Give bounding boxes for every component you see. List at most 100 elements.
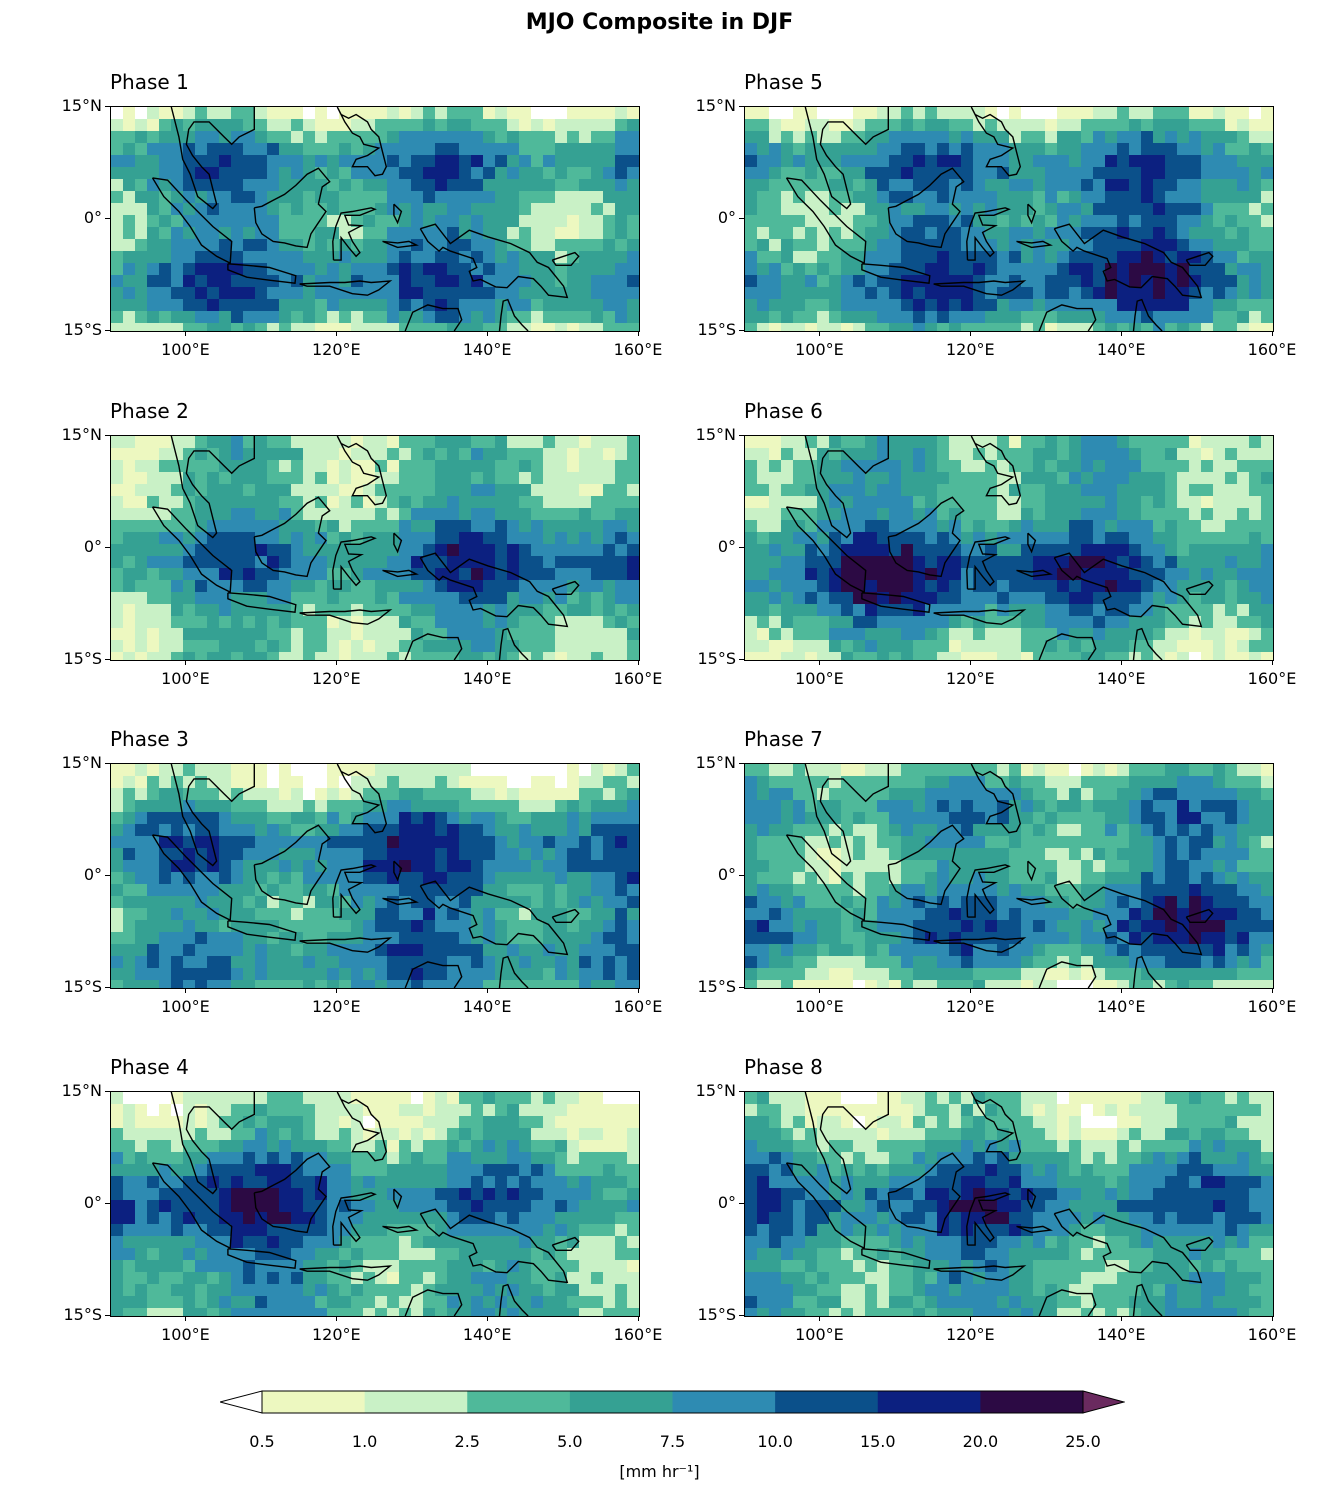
coastline: [170, 764, 256, 867]
coastline: [332, 536, 377, 590]
coastline: [1027, 203, 1037, 225]
map-panel: Phase 6 15°N 0° 15°S 100°E 120°E 140°E 160°E: [696, 399, 1297, 688]
lon-tick-mark: [1272, 660, 1273, 665]
coastline: [299, 1265, 393, 1281]
coastline: [1132, 627, 1163, 660]
map-frame: [744, 106, 1274, 332]
lon-tick-mark: [487, 988, 489, 993]
coastline: [785, 1162, 867, 1250]
lon-tick-label: 120°E: [945, 340, 995, 359]
colorbar-svg: [218, 1390, 1126, 1414]
coastline: [861, 920, 931, 941]
lat-tick-mark: [739, 763, 744, 764]
coastline: [966, 864, 1011, 918]
lon-tick-mark: [185, 331, 187, 336]
lon-tick-mark: [819, 331, 821, 336]
coastline: [785, 177, 867, 265]
precipitation-map: [745, 1092, 1273, 1316]
coastline: [393, 203, 403, 225]
coastline: [151, 834, 233, 922]
lat-tick-mark: [739, 987, 744, 988]
lon-tick-label: 120°E: [311, 340, 361, 359]
coastline: [1027, 532, 1037, 554]
coastline: [1185, 251, 1214, 267]
lon-tick-label: 120°E: [311, 669, 361, 688]
coastline: [804, 107, 890, 210]
map-panel: Phase 7 15°N 0° 15°S 100°E 120°E 140°E 160°E: [696, 727, 1297, 1016]
lon-tick-mark: [1121, 988, 1123, 993]
lat-tick-label: 0°: [83, 1193, 102, 1212]
precipitation-map: [745, 764, 1273, 988]
coastline: [332, 1192, 377, 1246]
lon-tick-mark: [819, 988, 821, 993]
colorbar-tick-label: 25.0: [1065, 1432, 1101, 1451]
lon-tick-mark: [336, 660, 338, 665]
lon-tick-mark: [185, 988, 187, 993]
lon-tick-label: 140°E: [1096, 1325, 1146, 1344]
colorbar-segment: [980, 1391, 1084, 1413]
coastline: [785, 506, 867, 594]
panel-title: Phase 6: [744, 399, 823, 423]
coastline: [382, 897, 419, 906]
coastline: [382, 569, 419, 578]
coastline: [970, 1092, 1022, 1162]
lat-tick-mark: [105, 1315, 110, 1316]
coastline: [170, 436, 256, 539]
lat-tick-mark: [739, 218, 744, 219]
coastline: [404, 961, 463, 988]
colorbar-segment: [467, 1391, 571, 1413]
lon-tick-label: 100°E: [161, 1325, 210, 1344]
lat-tick-label: 15°S: [697, 320, 736, 339]
lon-tick-label: 120°E: [945, 669, 995, 688]
colorbar-tick-label: 2.5: [454, 1432, 480, 1451]
panel-title: Phase 1: [110, 70, 189, 94]
panel-title: Phase 3: [110, 727, 189, 751]
lat-tick-label: 0°: [717, 208, 736, 227]
lon-tick-label: 100°E: [161, 997, 210, 1016]
coastline: [336, 107, 388, 177]
lon-tick-mark: [638, 331, 639, 336]
lon-tick-mark: [1272, 988, 1273, 993]
map-frame: [744, 763, 1274, 989]
coastline: [551, 1236, 580, 1252]
lat-tick-label: 15°N: [61, 1081, 102, 1100]
lon-tick-mark: [970, 331, 972, 336]
lon-tick-label: 100°E: [795, 997, 844, 1016]
map-frame: [110, 1091, 640, 1317]
coastline: [861, 1248, 931, 1269]
coastline: [1038, 304, 1097, 331]
map-panel: Phase 5 15°N 0° 15°S 100°E 120°E 140°E 160°E: [696, 70, 1297, 359]
lat-tick-label: 15°N: [61, 753, 102, 772]
coastline: [336, 1092, 388, 1162]
coastline: [299, 609, 393, 625]
lat-tick-label: 15°N: [61, 425, 102, 444]
coastline: [804, 436, 890, 539]
lat-tick-label: 15°N: [695, 425, 736, 444]
lon-tick-label: 140°E: [1096, 669, 1146, 688]
panel-title: Phase 4: [110, 1055, 189, 1079]
lon-tick-label: 140°E: [462, 997, 512, 1016]
lon-tick-mark: [638, 660, 639, 665]
coastline: [419, 1208, 569, 1284]
coastline: [151, 506, 233, 594]
coastline: [970, 107, 1022, 177]
coastline: [887, 824, 965, 906]
coastline: [382, 240, 419, 249]
colorbar-tick-label: 15.0: [859, 1432, 896, 1451]
map-panel: Phase 4 15°N 0° 15°S 100°E 120°E 140°E 160°E: [62, 1055, 663, 1344]
coastline: [151, 1162, 233, 1250]
precipitation-map: [745, 107, 1273, 331]
map-frame: [110, 763, 640, 989]
coastline: [933, 1265, 1027, 1281]
coastline: [1016, 897, 1053, 906]
coastline: [1016, 569, 1053, 578]
coastline: [404, 304, 463, 331]
coastline: [1053, 880, 1203, 956]
coastline: [1038, 1289, 1097, 1316]
precipitation-map: [111, 764, 639, 988]
lon-tick-label: 100°E: [161, 340, 210, 359]
colorbar-segment: [364, 1391, 468, 1413]
coastline: [1132, 1283, 1163, 1316]
colorbar-segment: [775, 1391, 879, 1413]
lat-tick-label: 15°N: [695, 1081, 736, 1100]
